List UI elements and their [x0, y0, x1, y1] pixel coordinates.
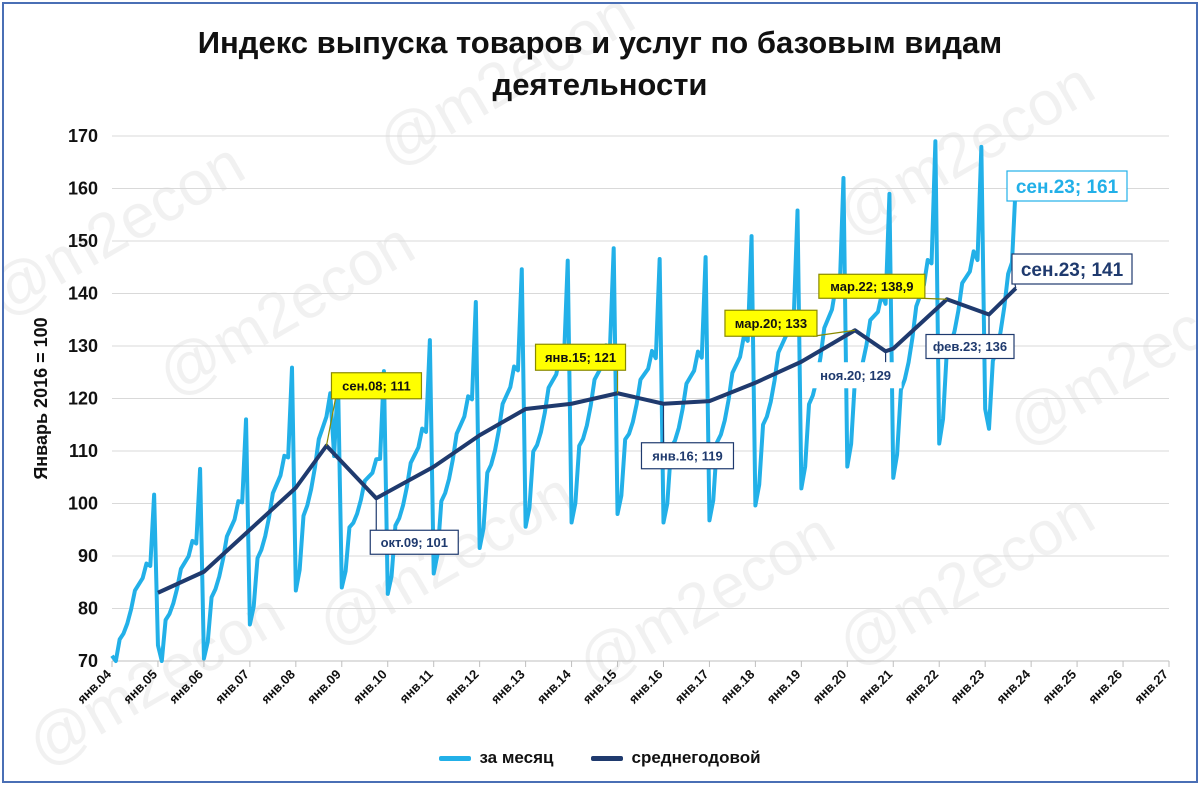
annotation-label: ноя.20; 129 [820, 368, 891, 383]
annotation-box [809, 362, 902, 389]
y-axis-label: Январь 2016 = 100 [31, 317, 51, 479]
x-tick-label: янв.20 [809, 667, 849, 707]
x-tick-label: янв.08 [258, 667, 298, 707]
x-tick-label: янв.12 [442, 667, 482, 707]
x-tick-label: янв.27 [1131, 667, 1171, 707]
x-tick-label: янв.10 [350, 667, 390, 707]
legend-label-monthly: за месяц [479, 748, 554, 767]
annotation-label: мар.22; 138,9 [830, 279, 913, 294]
x-tick-label: янв.16 [626, 667, 666, 707]
x-tick-label: янв.17 [672, 667, 712, 707]
y-tick-label: 80 [78, 599, 98, 619]
legend-swatch-average [591, 755, 624, 761]
x-tick-label: янв.07 [212, 667, 252, 707]
y-tick-label: 110 [69, 441, 98, 461]
x-tick-label: янв.23 [947, 667, 987, 707]
x-tick-label: янв.26 [1085, 667, 1125, 707]
x-tick-label: янв.11 [396, 667, 435, 706]
x-tick-label: янв.14 [534, 666, 574, 706]
annotation-label: сен.23; 161 [1016, 177, 1119, 198]
annotation-label: янв.15; 121 [545, 350, 616, 365]
y-tick-label: 70 [78, 651, 98, 671]
x-tick-label: янв.25 [1039, 667, 1079, 707]
annotation-box [534, 343, 627, 371]
annotation-label: фев.23; 136 [933, 339, 1007, 354]
annotation-box [1011, 253, 1133, 285]
chart-title: Индекс выпуска товаров и услуг по базовы… [4, 22, 1196, 106]
series-line-average [157, 286, 1018, 595]
y-tick-label: 130 [68, 336, 98, 356]
chart-title-line2: деятельности [492, 67, 708, 102]
annotation-label: мар.20; 133 [735, 316, 807, 331]
annotation-box [1006, 170, 1128, 202]
y-tick-label: 90 [78, 546, 98, 566]
x-tick-label: янв.13 [488, 667, 528, 707]
x-tick-label: янв.09 [304, 667, 344, 707]
annotation-box [369, 529, 459, 555]
y-tick-label: 170 [68, 126, 98, 146]
x-tick-label: янв.18 [718, 667, 758, 707]
y-tick-label: 100 [68, 494, 98, 514]
x-tick-label: янв.21 [855, 667, 895, 707]
y-tick-label: 150 [68, 231, 98, 251]
legend-label-average: среднегодовой [631, 748, 761, 767]
annotation-box [925, 333, 1015, 360]
y-tick-label: 120 [68, 389, 98, 409]
y-tick-label: 160 [68, 179, 98, 199]
chart-title-line1: Индекс выпуска товаров и услуг по базовы… [197, 25, 1003, 60]
annotation-label: сен.23; 141 [1021, 260, 1124, 281]
x-tick-label: янв.05 [120, 667, 160, 707]
x-tick-label: янв.04 [74, 666, 114, 706]
chart-legend: за месяц среднегодовой [4, 748, 1196, 768]
x-tick-label: янв.15 [580, 667, 620, 707]
legend-swatch-monthly [439, 755, 472, 761]
x-tick-label: янв.06 [166, 667, 206, 707]
series-line-monthly [110, 139, 1018, 663]
annotation-leader [325, 398, 337, 446]
x-tick-label: янв.22 [901, 667, 941, 707]
annotation-box [724, 309, 818, 337]
annotation-box [818, 273, 926, 299]
annotation-box [330, 372, 423, 400]
x-tick-label: янв.24 [993, 666, 1033, 706]
annotation-leader [812, 329, 856, 337]
annotation-box [640, 442, 735, 470]
legend-item-monthly: за месяц [439, 748, 553, 768]
x-tick-label: янв.19 [764, 667, 804, 707]
annotation-label: сен.08; 111 [342, 378, 411, 393]
legend-item-average: среднегодовой [591, 748, 761, 768]
annotation-label: окт.09; 101 [381, 535, 448, 550]
y-tick-label: 140 [68, 284, 98, 304]
annotation-label: янв.16; 119 [652, 448, 722, 463]
